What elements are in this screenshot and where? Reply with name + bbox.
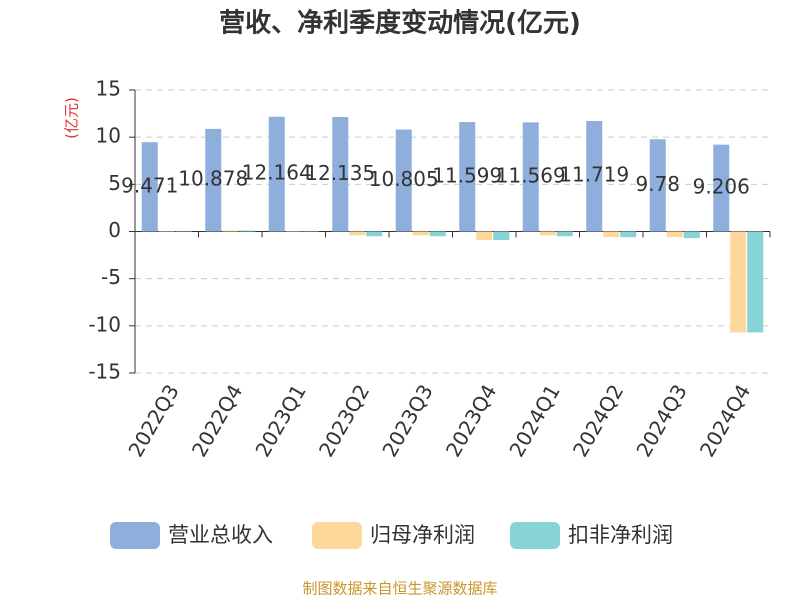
y-tick-label: 0 [108, 218, 121, 242]
y-tick-label: -10 [88, 312, 121, 336]
legend-label[interactable]: 归母净利润 [370, 523, 475, 547]
value-label: 10.805 [369, 167, 439, 191]
x-tick-label: 2022Q4 [187, 380, 247, 461]
legend-swatch[interactable] [312, 522, 362, 549]
bar [239, 230, 256, 232]
bar [412, 231, 429, 236]
bar [522, 122, 539, 232]
bar [683, 231, 700, 239]
bar [713, 144, 730, 232]
value-label: 10.878 [178, 167, 248, 191]
bar [649, 139, 666, 232]
value-label: 12.135 [305, 161, 375, 185]
bar [476, 231, 493, 240]
source-note: 制图数据来自恒生聚源数据库 [302, 580, 497, 598]
bar [395, 129, 412, 232]
bar [539, 231, 556, 236]
y-tick-label: 5 [108, 171, 121, 195]
x-tick-label: 2023Q3 [377, 380, 437, 461]
value-label: 12.164 [242, 161, 312, 185]
x-tick-label: 2024Q4 [695, 380, 755, 461]
x-tick-label: 2022Q3 [123, 380, 183, 461]
bar [730, 231, 747, 333]
x-tick-label: 2023Q4 [441, 380, 501, 461]
bar [141, 142, 158, 232]
x-tick-label: 2024Q3 [631, 380, 691, 461]
x-tick-label: 2023Q1 [250, 380, 310, 461]
value-label: 11.599 [432, 163, 502, 187]
bar [666, 231, 683, 238]
bar [603, 231, 620, 238]
bar [222, 230, 239, 232]
chart-title: 营收、净利季度变动情况(亿元) [219, 8, 581, 39]
legend-swatch[interactable] [110, 522, 160, 549]
bar [366, 231, 383, 237]
bar [349, 231, 366, 236]
value-label: 9.78 [635, 172, 680, 196]
y-axis-label: (亿元) [63, 97, 81, 139]
y-tick-label: -5 [101, 265, 121, 289]
bar [332, 117, 349, 232]
value-label: 11.719 [559, 163, 629, 187]
bar [556, 231, 573, 237]
bar [205, 128, 222, 232]
bar [459, 122, 476, 232]
legend-swatch[interactable] [510, 522, 560, 549]
bar [493, 231, 510, 240]
value-label: 9.471 [121, 173, 178, 197]
x-tick-label: 2023Q2 [314, 380, 374, 461]
bar [429, 231, 446, 237]
value-label: 11.569 [496, 163, 566, 187]
x-tick-label: 2024Q2 [568, 380, 628, 461]
bar [747, 231, 764, 333]
legend-label[interactable]: 营业总收入 [168, 523, 273, 547]
bar [620, 231, 637, 238]
y-tick-label: -15 [88, 360, 121, 384]
bar [586, 120, 603, 232]
y-tick-label: 10 [96, 124, 121, 148]
x-tick-label: 2024Q1 [504, 380, 564, 461]
bar [268, 116, 285, 232]
value-label: 9.206 [693, 175, 750, 199]
y-tick-label: 15 [96, 77, 121, 101]
legend-label[interactable]: 扣非净利润 [568, 523, 673, 547]
